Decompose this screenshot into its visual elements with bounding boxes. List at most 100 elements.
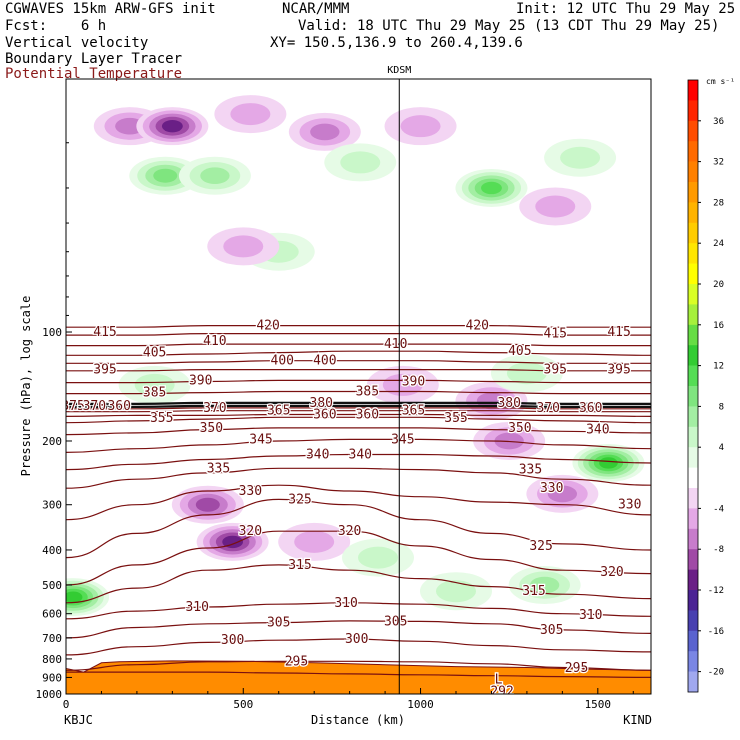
colorbar-bin — [688, 610, 698, 632]
velocity-cell — [223, 235, 264, 258]
theta-label: 360 — [107, 399, 130, 414]
colorbar-tick-label: -16 — [708, 627, 724, 637]
colorbar-bin — [688, 345, 698, 366]
valid-time: Valid: 18 UTC Thu 29 May 25 (13 CDT Thu … — [298, 18, 720, 34]
theta-label: 300 — [221, 633, 244, 648]
colorbar-bin — [688, 80, 698, 101]
cross-section-endpoints: XY= 150.5,136.9 to 260.4,139.6 — [270, 35, 523, 51]
theta-contour-305 — [66, 620, 651, 639]
theta-label: 400 — [271, 354, 294, 369]
theta-label: 300 — [345, 632, 368, 647]
theta-label: 415 — [93, 325, 116, 340]
theta-contour-292 — [66, 671, 651, 678]
theta-contour-300 — [66, 638, 651, 656]
theta-label: 315 — [288, 558, 311, 573]
colorbar-frame — [687, 79, 699, 693]
theta-label: 380 — [497, 396, 520, 411]
theta-label: 410 — [384, 337, 407, 352]
theta-contour-360 — [66, 413, 651, 417]
theta-label: 415 — [544, 327, 567, 342]
theta-contour-420 — [66, 325, 651, 328]
colorbar-bin — [688, 406, 698, 428]
theta-label: 370 — [536, 401, 559, 416]
colorbar-tick-label: -4 — [713, 504, 724, 514]
velocity-cell — [547, 485, 578, 503]
x-tick-label: 1000 — [407, 698, 434, 711]
boundary-layer-tracer-field — [66, 660, 651, 694]
theta-contour-295 — [66, 660, 651, 671]
theta-contour-390 — [66, 379, 651, 384]
theta-label: 315 — [522, 584, 545, 599]
colorbar-tick-label: -8 — [713, 545, 724, 555]
colorbar-bin — [688, 386, 698, 407]
x-tick-label: 500 — [233, 698, 253, 711]
forecast-hour: Fcst: 6 h — [5, 18, 107, 34]
y-tick-label: 200 — [42, 435, 62, 448]
theta-label: 375 — [61, 399, 84, 414]
theta-label: 340 — [349, 448, 372, 463]
y-tick-label: 1000 — [36, 688, 63, 701]
y-tick-label: 700 — [42, 632, 62, 645]
colorbar-bin — [688, 447, 698, 468]
colorbar-bin — [688, 324, 698, 346]
velocity-cell — [358, 546, 398, 569]
theta-label: 400 — [313, 354, 336, 369]
theta-contour-320 — [66, 530, 651, 586]
theta-label: 365 — [267, 404, 290, 419]
theta-label: 380 — [310, 396, 333, 411]
velocity-cell — [222, 535, 244, 549]
theta-label: 330 — [618, 498, 641, 513]
colorbar-bin — [688, 202, 698, 224]
colorbar-bin — [688, 651, 698, 672]
colorbar-tick-label: -20 — [708, 668, 724, 678]
colorbar-bin — [688, 161, 698, 183]
theta-label: 370 — [83, 399, 106, 414]
colorbar-tick-label: 8 — [719, 402, 724, 412]
colorbar-bin — [688, 630, 698, 652]
y-tick-label: 400 — [42, 544, 62, 557]
right-endpoint: KIND — [623, 713, 652, 727]
colorbar-tick-label: -12 — [708, 586, 724, 596]
theta-label: 335 — [519, 463, 542, 478]
field-vertical-velocity: Vertical velocity — [5, 35, 149, 51]
x-tick-label: 0 — [63, 698, 70, 711]
axes: 0 500 1000 1500 100 200 300 400 500 600 700 800 900 1… — [36, 78, 634, 711]
colorbar-tick-label: 12 — [713, 362, 724, 372]
velocity-cell — [535, 195, 576, 218]
velocity-cell — [294, 530, 335, 553]
colorbar-bin — [688, 100, 698, 122]
colorbar-bin — [688, 549, 698, 570]
colorbar-tick-label: 36 — [713, 117, 724, 127]
theta-label: 310 — [334, 596, 357, 611]
colorbar-bin — [688, 243, 698, 264]
colorbar-tick-label: 32 — [713, 158, 724, 168]
theta-label: 355 — [444, 411, 467, 426]
colorbar-bin — [688, 304, 698, 326]
theta-label: 305 — [267, 616, 290, 631]
theta-contour-415 — [66, 332, 651, 336]
theta-label: 385 — [356, 385, 379, 400]
colorbar-tick-label: 28 — [713, 198, 724, 208]
colorbar: 36 32 28 24 20 16 12 8 4 -4 -8 -12 -16 -20 — [687, 79, 724, 693]
theta-label: 350 — [200, 421, 223, 436]
theta-label: 360 — [313, 408, 336, 423]
theta-label: 405 — [143, 346, 166, 361]
colorbar-tick-label: 4 — [719, 443, 724, 453]
colorbar-bin — [688, 488, 698, 509]
velocity-cell — [560, 146, 601, 169]
theta-contour-365 — [66, 410, 651, 413]
colorbar-bin — [688, 141, 698, 162]
theta-contour-405 — [66, 350, 651, 356]
theta-label: 345 — [249, 432, 272, 447]
colorbar-bin — [688, 365, 698, 387]
theta-contour-400 — [66, 360, 651, 364]
velocity-cell — [400, 115, 441, 138]
vertical-velocity-field — [66, 95, 645, 617]
theta-label: 340 — [586, 423, 609, 438]
y-tick-label: 600 — [42, 608, 62, 621]
theta-label: 345 — [391, 432, 414, 447]
theta-label: 390 — [189, 373, 212, 388]
velocity-cell — [200, 167, 230, 185]
theta-label: 365 — [402, 404, 425, 419]
